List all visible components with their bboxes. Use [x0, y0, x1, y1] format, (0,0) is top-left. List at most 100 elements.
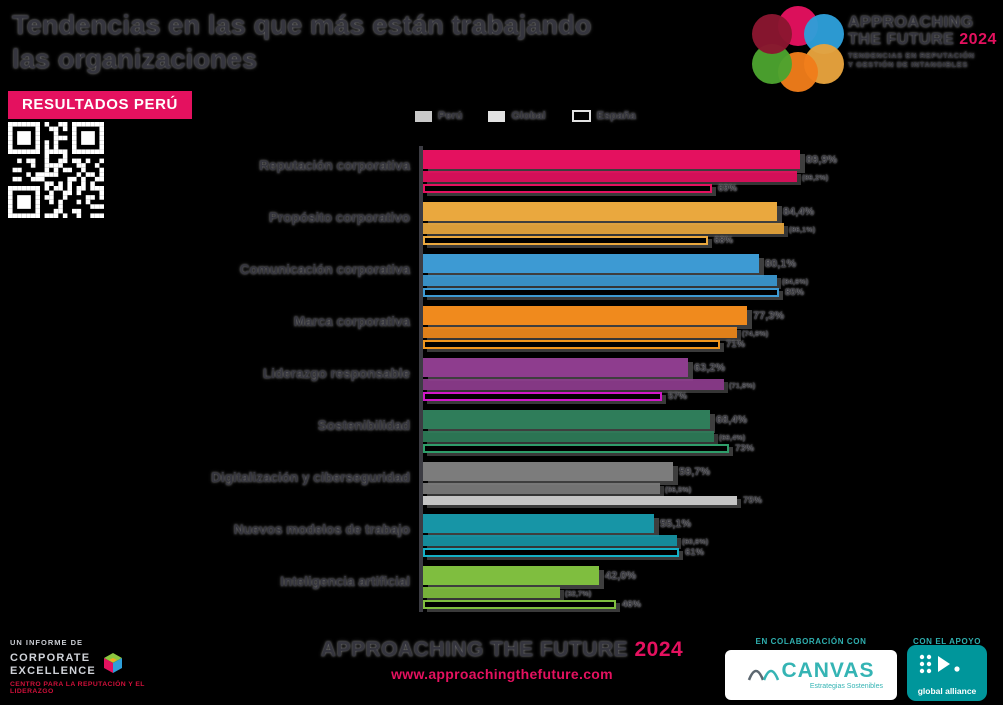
category-label: Sostenibilidad [317, 418, 410, 433]
brand-line1: APPROACHING [848, 14, 974, 31]
bar-global [423, 483, 660, 494]
footer-url-link[interactable]: www.approachingthefuture.com [391, 666, 613, 682]
flower-logo-icon [752, 6, 844, 92]
page-title-line2: las organizaciones [12, 44, 258, 74]
bar-espana [423, 288, 779, 297]
brand-line2: THE FUTURE 2024 [848, 31, 997, 48]
value-label: (69,4%) [719, 433, 746, 442]
bar-chart: Reputación corporativa 89,9% (89,2%) 69% Pro… [0, 146, 1003, 616]
value-label: 71% [726, 339, 746, 350]
bar-espana [423, 548, 679, 557]
category-label: Liderazgo responsable [262, 366, 410, 381]
y-axis-line [419, 146, 423, 612]
value-label: 68% [714, 235, 734, 246]
canvas-logo: CANVAS Estrategias Sostenibles [725, 650, 897, 700]
canvas-arcs-icon [748, 669, 780, 681]
category-label: Inteligencia artificial [280, 574, 410, 589]
bar-peru [423, 462, 673, 481]
bar-peru [423, 566, 599, 585]
bar-global [423, 587, 560, 598]
legend-label-peru: Perú [438, 110, 463, 122]
value-label: (60,6%) [682, 537, 709, 546]
ga-mark-icon [919, 654, 960, 674]
legend-swatch-espana [571, 110, 591, 122]
canvas-logo-subtitle: Estrategias Sostenibles [809, 683, 883, 690]
chart-group: Sostenibilidad 68,4% (69,4%) 73% [0, 406, 1003, 458]
bar-global [423, 379, 724, 390]
corporate-excellence-logo: CORPORATE EXCELLENCE [10, 652, 220, 678]
brand-tagline: TENDENCIAS EN REPUTACIÓN Y GESTIÓN DE IN… [848, 51, 975, 69]
chart-group: Inteligencia artificial 42,0% (32,7%) 46% [0, 562, 1003, 614]
value-label: 42,0% [605, 570, 637, 582]
value-label: (84,6%) [782, 277, 809, 286]
value-label: 73% [735, 443, 755, 454]
value-label: 69% [718, 183, 738, 194]
legend-swatch-global [488, 110, 506, 122]
ga-logo-name: global alliance [917, 686, 977, 696]
category-label: Marca corporativa [293, 314, 410, 329]
value-label: 89,9% [806, 154, 838, 166]
chart-group: Comunicación corporativa 80,1% (84,6%) 85% [0, 250, 1003, 302]
category-label: Nuevos modelos de trabajo [233, 522, 410, 537]
results-peru-badge: RESULTADOS PERÚ [8, 91, 192, 119]
category-label: Comunicación corporativa [239, 262, 410, 277]
legend-item-peru: Perú [415, 110, 462, 122]
ce-logo-line1: CORPORATE [10, 652, 91, 664]
global-alliance-logo: global alliance [907, 645, 987, 701]
category-label: Reputación corporativa [259, 158, 410, 173]
value-label: 80,1% [765, 258, 797, 270]
bar-espana [423, 444, 729, 453]
category-label: Propósito corporativo [268, 210, 410, 225]
bar-global [423, 275, 777, 286]
footer-center: APPROACHING THE FUTURE 2024 www.approach… [252, 638, 752, 684]
ce-cube-icon [103, 653, 122, 673]
value-label: 61% [685, 547, 705, 558]
bar-espana [423, 392, 662, 401]
legend-label-global: Global [511, 110, 546, 122]
footer-left-label: UN INFORME DE [10, 638, 83, 647]
value-label: 68,4% [716, 414, 748, 426]
bar-peru [423, 254, 759, 273]
value-label: (71,8%) [729, 381, 756, 390]
bar-peru [423, 150, 800, 169]
bar-peru [423, 358, 688, 377]
bar-espana [423, 340, 720, 349]
flower-petal [752, 14, 792, 54]
value-label: 55,1% [660, 518, 692, 530]
bar-espana [423, 496, 737, 505]
value-label: 59,7% [679, 466, 711, 478]
chart-group: Nuevos modelos de trabajo 55,1% (60,6%) 61% [0, 510, 1003, 562]
chart-legend: Perú Global España [415, 110, 636, 122]
bar-global [423, 431, 714, 442]
bar-espana [423, 600, 616, 609]
bar-peru [423, 202, 777, 221]
chart-group: Propósito corporativo 84,4% (86,1%) 68% [0, 198, 1003, 250]
approaching-the-future-logo: APPROACHING THE FUTURE 2024 TENDENCIAS E… [752, 6, 998, 94]
page-title: Tendencias en las que más están trabajan… [12, 8, 732, 76]
bar-global [423, 327, 737, 338]
page-title-line1: Tendencias en las que más están trabajan… [12, 10, 592, 40]
value-label: 84,4% [783, 206, 815, 218]
chart-group: Digitalización y ciberseguridad 59,7% (56,… [0, 458, 1003, 510]
legend-item-global: Global [488, 110, 546, 122]
qr-code-icon [8, 122, 104, 218]
ce-logo-line2: EXCELLENCE [10, 665, 96, 677]
value-label: (74,9%) [742, 329, 769, 338]
bar-peru [423, 306, 747, 325]
value-label: 46% [622, 599, 642, 610]
bar-peru [423, 514, 654, 533]
value-label: (56,5%) [665, 485, 692, 494]
value-label: (89,2%) [802, 173, 829, 182]
value-label: 57% [668, 391, 688, 402]
footer-year: 2024 [634, 638, 684, 661]
value-label: (86,1%) [789, 225, 816, 234]
bar-global [423, 535, 677, 546]
bar-global [423, 171, 797, 182]
value-label: 63,2% [694, 362, 726, 374]
chart-group: Reputación corporativa 89,9% (89,2%) 69% [0, 146, 1003, 198]
value-label: 85% [785, 287, 805, 298]
footer-title: APPROACHING THE FUTURE 2024 [320, 638, 684, 661]
footer-left: UN INFORME DE CORPORATE EXCELLENCE CENTR… [10, 638, 220, 695]
bar-espana [423, 184, 712, 193]
ce-logo-subtitle: CENTRO PARA LA REPUTACIÓN Y EL LIDERAZGO [10, 681, 145, 695]
